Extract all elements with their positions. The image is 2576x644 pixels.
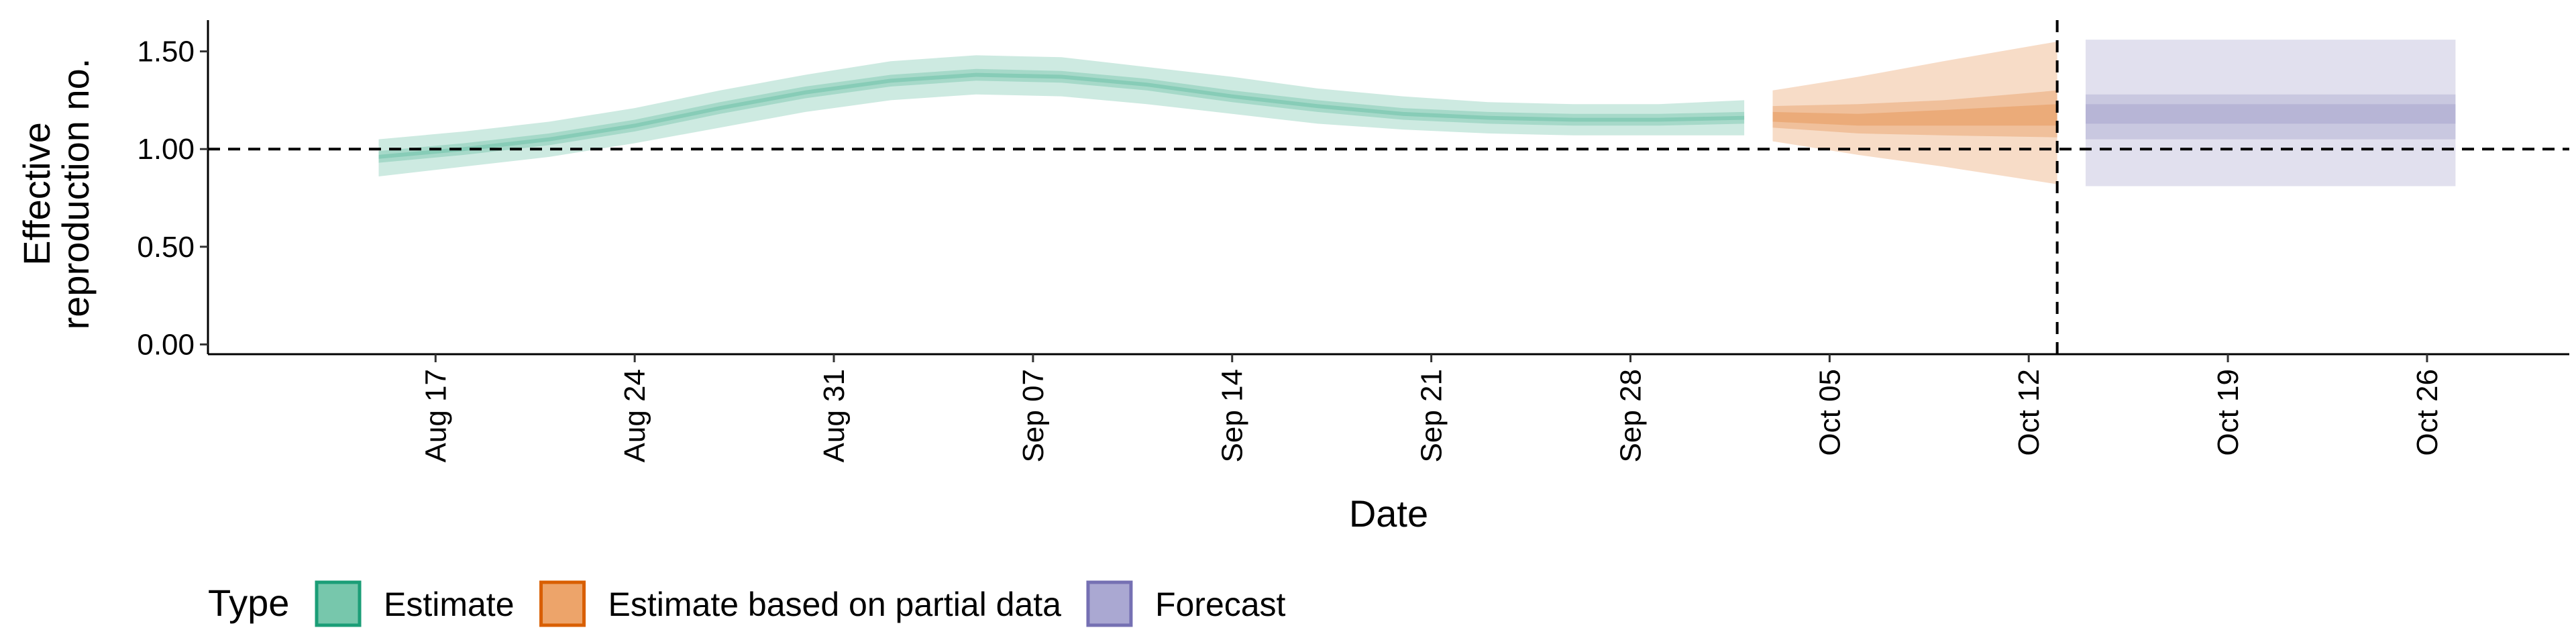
y-axis-label-line-1: Effective bbox=[15, 122, 58, 266]
forecast-ribbon-20 bbox=[2086, 104, 2456, 124]
y-axis-label-line-2: reproduction no. bbox=[54, 58, 97, 330]
x-tick-label: Oct 05 bbox=[1813, 369, 1846, 456]
x-tick-label: Oct 19 bbox=[2212, 369, 2245, 456]
x-tick-label: Oct 12 bbox=[2012, 369, 2045, 456]
legend-swatch bbox=[315, 580, 362, 627]
estimate-based-on-partial-data-ribbon-20 bbox=[1772, 104, 2057, 126]
ribbons-layer bbox=[378, 40, 2456, 186]
legend-label: Forecast bbox=[1155, 586, 1286, 623]
estimate-ribbon-50 bbox=[378, 68, 1745, 163]
legend-title: Type bbox=[208, 582, 289, 624]
x-tick-label: Sep 21 bbox=[1415, 369, 1448, 462]
x-tick-label: Sep 14 bbox=[1216, 369, 1249, 462]
legend-item-estimate-based-on-partial-data: Estimate based on partial data bbox=[539, 580, 1062, 627]
legend: Type Estimate Estimate based on partial d… bbox=[208, 580, 1286, 627]
x-axis-label: Date bbox=[1349, 492, 1428, 535]
y-tick-label: 1.00 bbox=[137, 133, 195, 166]
y-tick-label: 0.50 bbox=[137, 231, 195, 264]
x-tick-label: Oct 26 bbox=[2411, 369, 2444, 456]
legend-label: Estimate bbox=[384, 586, 515, 623]
x-tick-label: Aug 31 bbox=[818, 369, 851, 462]
forecast-ribbon-50 bbox=[2086, 94, 2456, 140]
legend-item-forecast: Forecast bbox=[1086, 580, 1286, 627]
legend-label: Estimate based on partial data bbox=[608, 586, 1062, 623]
legend-item-estimate: Estimate bbox=[315, 580, 515, 627]
y-tick-label: 0.00 bbox=[137, 328, 195, 361]
y-tick-label: 1.50 bbox=[137, 36, 195, 68]
estimate-based-on-partial-data-ribbon-50 bbox=[1772, 90, 2057, 138]
axes: 0.00 0.50 1.00 1.50 Aug 17 Aug 24 Aug 31 Sep 07… bbox=[137, 20, 2569, 462]
estimate-ribbon-90 bbox=[378, 55, 1745, 177]
reference-lines bbox=[208, 20, 2569, 354]
x-tick-label: Sep 28 bbox=[1614, 369, 1647, 462]
axis-labels: Date Effective reproduction no. bbox=[15, 58, 1428, 535]
estimate-ribbon-20 bbox=[378, 72, 1745, 159]
x-tick-label: Aug 17 bbox=[419, 369, 452, 462]
legend-swatch bbox=[539, 580, 586, 627]
legend-swatch bbox=[1086, 580, 1133, 627]
x-tick-label: Sep 07 bbox=[1017, 369, 1050, 462]
x-tick-label: Aug 24 bbox=[619, 369, 651, 462]
